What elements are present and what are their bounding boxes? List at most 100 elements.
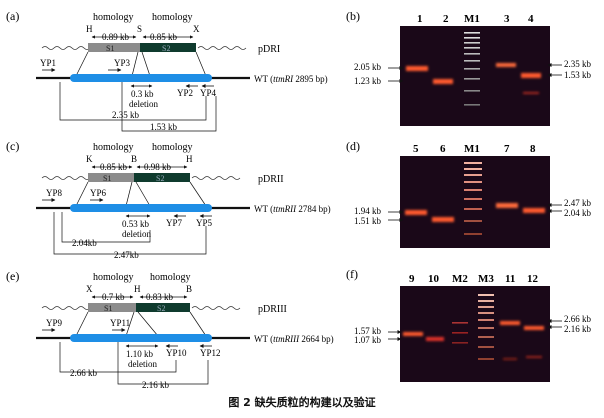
s1-size: 0.7 kb <box>102 292 125 302</box>
primer-yp8: YP8 <box>46 188 63 198</box>
plasmid-wavy-left <box>41 176 91 180</box>
band-lane7 <box>496 203 518 208</box>
plasmid-wavy-right <box>197 46 247 50</box>
s1-arm-label: S1 <box>104 304 112 313</box>
s2-size: 0.98 kb <box>144 162 172 172</box>
amplicon-short: 2.16 kb <box>142 380 170 390</box>
deletion-size: 0.53 kb <box>122 219 150 229</box>
s2-arm-label: S2 <box>156 174 164 183</box>
homology-label-right: homology <box>152 12 193 23</box>
panel-label: (b) <box>346 9 360 23</box>
site-left: H <box>86 24 93 34</box>
recomb-mid-a <box>125 311 135 337</box>
wt-gene-region <box>70 334 212 342</box>
site-right: H <box>186 154 193 164</box>
figure-caption: 图 2 缺失质粒的构建以及验证 <box>228 396 376 409</box>
recomb-mid-a <box>131 51 139 77</box>
marker-right-top: 2.47 kb <box>564 198 592 208</box>
primer-yp9: YP9 <box>46 318 63 328</box>
ladder-m2 <box>452 322 468 344</box>
primer-yp11: YP11 <box>110 318 130 328</box>
lane-label-m1: M1 <box>464 143 480 155</box>
band-lane8 <box>523 208 545 213</box>
site-right: B <box>186 284 192 294</box>
lane-label-11: 11 <box>505 273 515 285</box>
deletion-label: deletion <box>129 99 158 109</box>
s1-arm <box>88 303 136 312</box>
deletion-label: deletion <box>122 229 151 239</box>
amplicon-long: 2.66 kb <box>70 368 98 378</box>
marker-left-bottom: 1.23 kb <box>354 76 382 86</box>
band-lane10 <box>426 337 444 341</box>
site-mid: B <box>131 154 137 164</box>
schematic-a: (a) homology homology H S X 0.89 kb 0.85… <box>6 9 328 132</box>
amplicon-long: 2.47kb <box>114 250 139 260</box>
amplicon-long: 2.35 kb <box>112 110 140 120</box>
plasmid-wavy-right <box>191 306 241 310</box>
s1-arm <box>88 43 140 52</box>
panel-label: (e) <box>6 269 19 283</box>
marker-left-bottom: 1.51 kb <box>354 216 382 226</box>
lane-label-12: 12 <box>527 273 539 285</box>
homology-label-left: homology <box>93 272 134 283</box>
lane-label-6: 6 <box>440 143 446 155</box>
gel-image <box>400 156 550 248</box>
lane-label-8: 8 <box>530 143 536 155</box>
site-mid: H <box>134 284 141 294</box>
homology-label-right: homology <box>150 272 191 283</box>
s2-size: 0.85 kb <box>150 32 178 42</box>
primer-yp4: YP4 <box>200 88 217 98</box>
band-lane4 <box>521 73 541 78</box>
primer-yp2: YP2 <box>177 88 193 98</box>
gel-bands <box>405 203 545 222</box>
primer-yp5: YP5 <box>196 218 213 228</box>
recomb-left <box>75 181 89 207</box>
band-lane5 <box>405 210 427 215</box>
schematic-c: (c) homology homology K B H 0.85 kb 0.98… <box>6 139 331 260</box>
band-lane2 <box>433 79 453 84</box>
band-lane1 <box>406 66 428 71</box>
gel-f: (f) 9 10 M2 M3 11 12 <box>346 267 592 382</box>
gel-bands <box>406 63 541 94</box>
s1-arm-label: S1 <box>103 174 111 183</box>
band-lane11-faint <box>503 358 517 360</box>
wt-gene-region <box>70 204 212 212</box>
wt-label: WT (ttmRI 2895 bp) <box>254 74 328 84</box>
s1-arm <box>88 173 134 182</box>
primer-yp12: YP12 <box>200 348 221 358</box>
primer-yp10: YP10 <box>166 348 187 358</box>
primer-yp7: YP7 <box>166 218 183 228</box>
site-left: X <box>86 284 93 294</box>
lane-label-1: 1 <box>417 13 423 25</box>
panel-label: (f) <box>346 267 358 281</box>
marker-left-top: 2.05 kb <box>354 62 382 72</box>
panel-label: (a) <box>6 9 19 23</box>
plasmid-wavy-right <box>191 176 241 180</box>
recomb-left <box>75 51 89 77</box>
band-lane9 <box>403 332 423 336</box>
gel-d: (d) 5 6 M1 7 8 1.94 kb 1.51 kb 2.47 k <box>346 139 592 248</box>
lane-label-m1: M1 <box>464 13 480 25</box>
gel-bands <box>403 321 544 360</box>
s1-arm-label: S1 <box>106 44 114 53</box>
amplicon-short-bracket <box>117 342 209 385</box>
amplicon-short: 2.04kb <box>72 238 97 248</box>
band-lane6 <box>432 217 454 222</box>
s2-arm <box>136 303 190 312</box>
primer-yp1: YP1 <box>40 58 56 68</box>
deletion-size: 1.10 kb <box>126 349 154 359</box>
wt-label: WT (ttmRII 2784 bp) <box>254 204 331 214</box>
band-lane12 <box>524 326 544 330</box>
marker-right-top: 2.35 kb <box>564 59 592 69</box>
primer-yp6: YP6 <box>90 188 107 198</box>
plasmid-name: pDRI <box>258 44 280 55</box>
marker-right-bottom: 2.04 kb <box>564 208 592 218</box>
panel-label: (d) <box>346 139 360 153</box>
recomb-mid-a <box>125 181 133 207</box>
ladder-m3 <box>478 294 494 360</box>
lane-label-m3: M3 <box>478 273 494 285</box>
panel-label: (c) <box>6 139 19 153</box>
marker-left-bottom: 1.07 kb <box>354 335 382 345</box>
marker-left-top: 1.94 kb <box>354 206 382 216</box>
